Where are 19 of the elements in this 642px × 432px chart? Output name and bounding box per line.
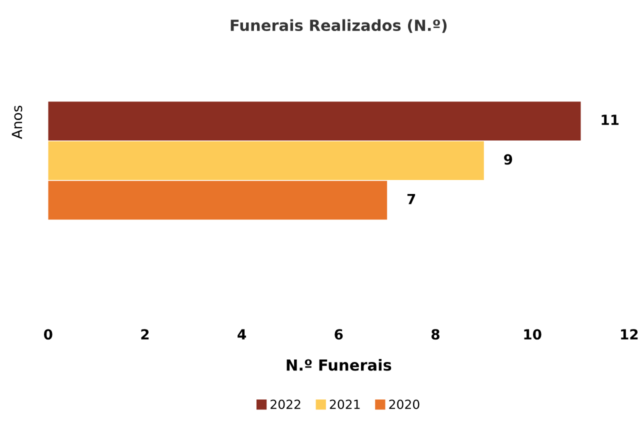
bar bbox=[48, 141, 484, 180]
y-axis-title: Anos bbox=[12, 106, 22, 139]
data-label: 9 bbox=[504, 154, 512, 165]
legend-label: 2020 bbox=[389, 400, 420, 410]
x-tick-label: 2 bbox=[141, 329, 149, 340]
bar bbox=[48, 102, 581, 140]
x-tick-label: 6 bbox=[334, 329, 343, 340]
legend-label: 2022 bbox=[270, 400, 300, 410]
x-tick-label: 10 bbox=[524, 329, 542, 340]
x-tick-label: 12 bbox=[621, 329, 638, 340]
data-label: 11 bbox=[602, 114, 619, 125]
chart-title: Funerais Realizados (N.º) bbox=[230, 19, 447, 33]
x-axis-title: N.º Funerais bbox=[286, 358, 392, 371]
legend-label: 2021 bbox=[330, 400, 360, 410]
data-label: 7 bbox=[407, 194, 416, 204]
x-tick-label: 0 bbox=[44, 329, 52, 340]
x-tick-label: 8 bbox=[432, 329, 440, 340]
x-tick-label: 4 bbox=[238, 329, 246, 340]
bar bbox=[48, 180, 388, 220]
